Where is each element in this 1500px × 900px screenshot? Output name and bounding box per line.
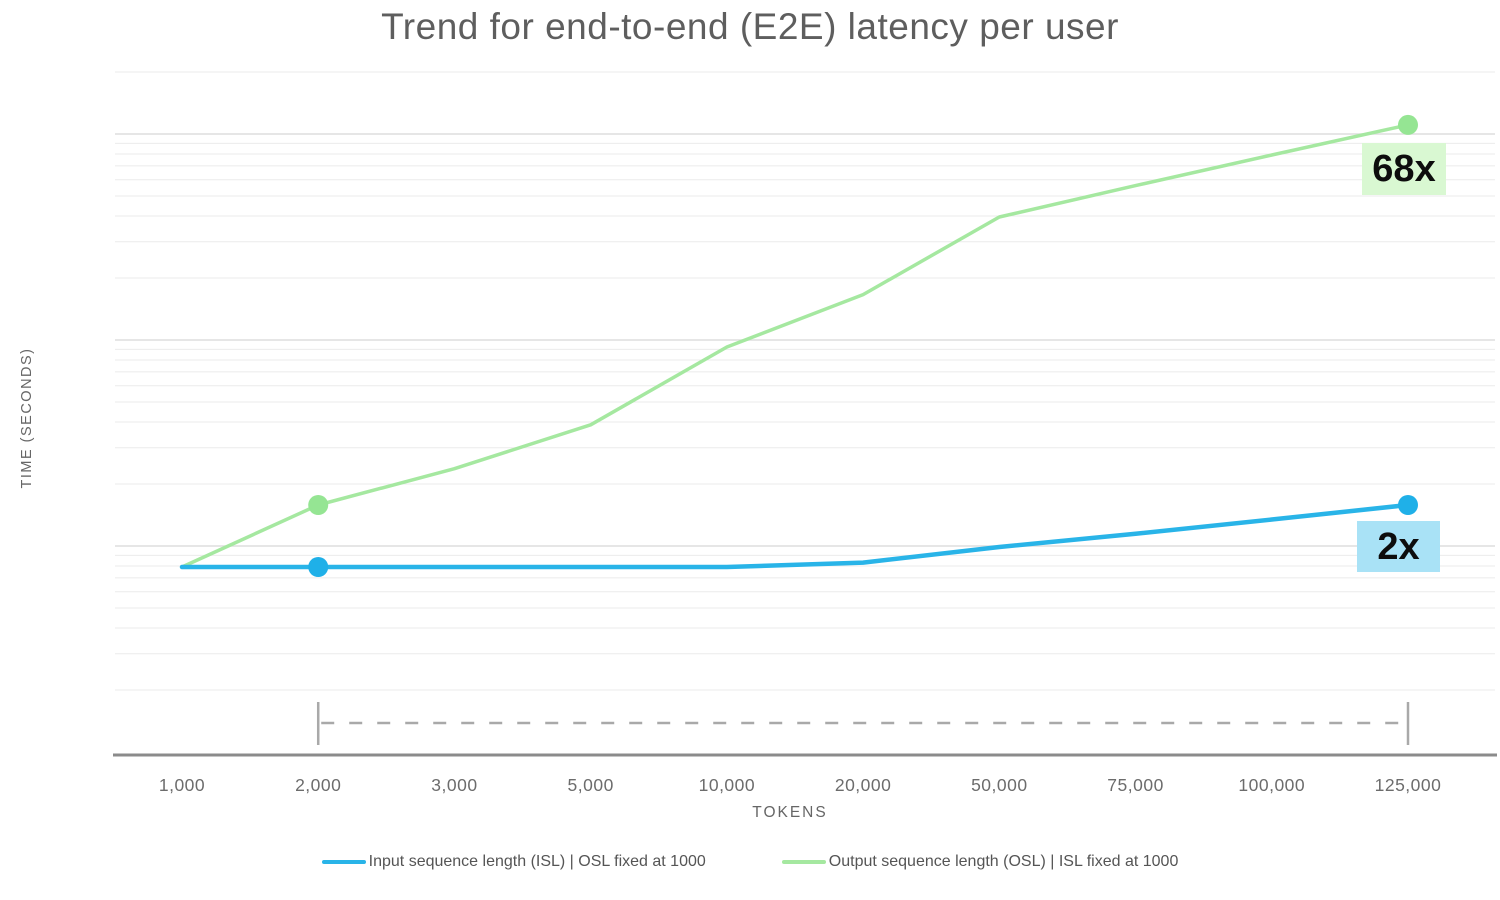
- x-tick-label: 1,000: [159, 775, 205, 795]
- x-tick-label: 3,000: [431, 775, 477, 795]
- data-point-marker-osl: [1398, 114, 1418, 135]
- x-tick-label: 75,000: [1107, 775, 1164, 795]
- annotation-isl-label: 2x: [1377, 525, 1420, 568]
- x-tick-label: 2,000: [295, 775, 341, 795]
- chart-title: Trend for end-to-end (E2E) latency per u…: [381, 6, 1119, 47]
- isl-line-swatch-icon: [321, 860, 366, 864]
- legend-label-osl: Output sequence length (OSL) | ISL fixed…: [828, 853, 1179, 870]
- x-tick-label: 125,000: [1375, 775, 1442, 795]
- legend-item-osl: Output sequence length (OSL) | ISL fixed…: [781, 853, 1179, 871]
- data-point-marker-isl: [308, 557, 329, 577]
- data-point-marker-osl: [308, 495, 329, 515]
- x-tick-label: 20,000: [835, 775, 892, 795]
- x-tick-label: 100,000: [1238, 775, 1305, 795]
- x-axis-title: TOKENS: [752, 804, 827, 821]
- x-tick-label: 50,000: [971, 775, 1028, 795]
- series-line-isl: [179, 502, 1411, 570]
- osl-line-swatch-icon: [781, 860, 826, 864]
- data-point-marker-isl: [1398, 495, 1418, 515]
- annotation-osl-label: 68x: [1372, 148, 1436, 190]
- annotation-isl-multiplier: 2x: [1357, 521, 1440, 572]
- x-tick-label: 10,000: [699, 775, 756, 795]
- y-axis-title: TIME (SECONDS): [19, 347, 35, 488]
- series-line-osl: [180, 123, 1410, 569]
- x-tick-label: 5,000: [568, 775, 614, 795]
- legend: Input sequence length (ISL) | OSL fixed …: [0, 853, 1500, 871]
- annotation-osl-multiplier: 68x: [1362, 143, 1446, 195]
- legend-item-isl: Input sequence length (ISL) | OSL fixed …: [321, 853, 706, 871]
- legend-label-isl: Input sequence length (ISL) | OSL fixed …: [368, 853, 706, 870]
